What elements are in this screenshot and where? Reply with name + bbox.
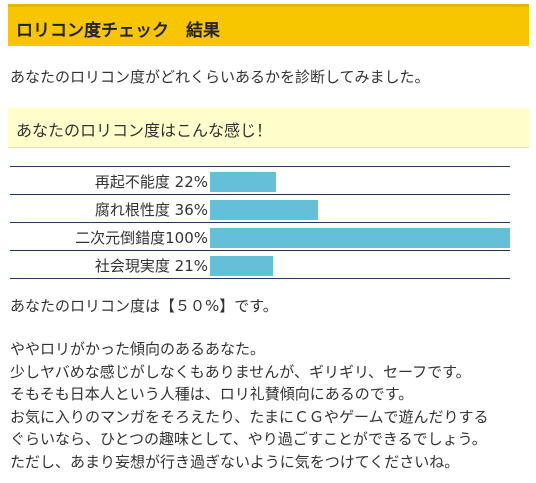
- stat-row: 二次元倒錯度100%: [10, 222, 510, 250]
- intro-text: あなたのロリコン度がどれくらいあるかを診断してみました。: [10, 68, 430, 86]
- result-summary: あなたのロリコン度は【５０%】です。: [10, 297, 278, 315]
- description-line: ややロリがかった傾向のあるあなた。: [10, 340, 266, 358]
- description-line: ぐらいなら、ひとつの趣味として、やり過ごすことができるでしょう。: [10, 430, 487, 448]
- stat-bar: [210, 200, 318, 220]
- result-heading: あなたのロリコン度はこんな感じ！: [16, 121, 273, 140]
- stat-bar-track: [210, 172, 510, 192]
- stat-row: 再起不能度 22%: [10, 166, 510, 194]
- result-description: ややロリがかった傾向のあるあなた。 少しヤバめな感じがしなくもありませんが、ギリ…: [10, 338, 530, 473]
- result-heading-box: あなたのロリコン度はこんな感じ！: [8, 108, 529, 148]
- stats-table: 再起不能度 22% 腐れ根性度 36% 二次元倒錯度100% 社会現実度 21%: [10, 166, 510, 279]
- stat-bar: [210, 172, 276, 192]
- stat-bar: [210, 228, 510, 248]
- description-line: お気に入りのマンガをそろえたり、たまにＣＧやゲームで遊んだりする: [10, 407, 489, 426]
- page-header: ロリコン度チェック 結果: [8, 4, 529, 46]
- stat-bar-track: [210, 228, 510, 248]
- stat-row: 社会現実度 21%: [10, 250, 510, 279]
- stat-row: 腐れ根性度 36%: [10, 194, 510, 222]
- stat-bar: [210, 256, 273, 276]
- stat-label: 再起不能度 22%: [94, 173, 208, 191]
- stat-bar-track: [210, 200, 510, 220]
- description-line: ただし、あまり妄想が行き過ぎないように気をつけてくださいね。: [10, 452, 460, 471]
- page-title: ロリコン度チェック 結果: [16, 21, 220, 41]
- description-line: 少しヤバめな感じがしなくもありませんが、ギリギリ、セーフです。: [10, 362, 471, 381]
- stat-label: 腐れ根性度 36%: [94, 201, 208, 219]
- stat-bar-track: [210, 256, 510, 276]
- stat-label: 二次元倒錯度100%: [75, 229, 208, 247]
- stat-label: 社会現実度 21%: [94, 257, 208, 275]
- description-line: そもそも日本人という人種は、ロリ礼賛傾向にあるのです。: [10, 385, 414, 403]
